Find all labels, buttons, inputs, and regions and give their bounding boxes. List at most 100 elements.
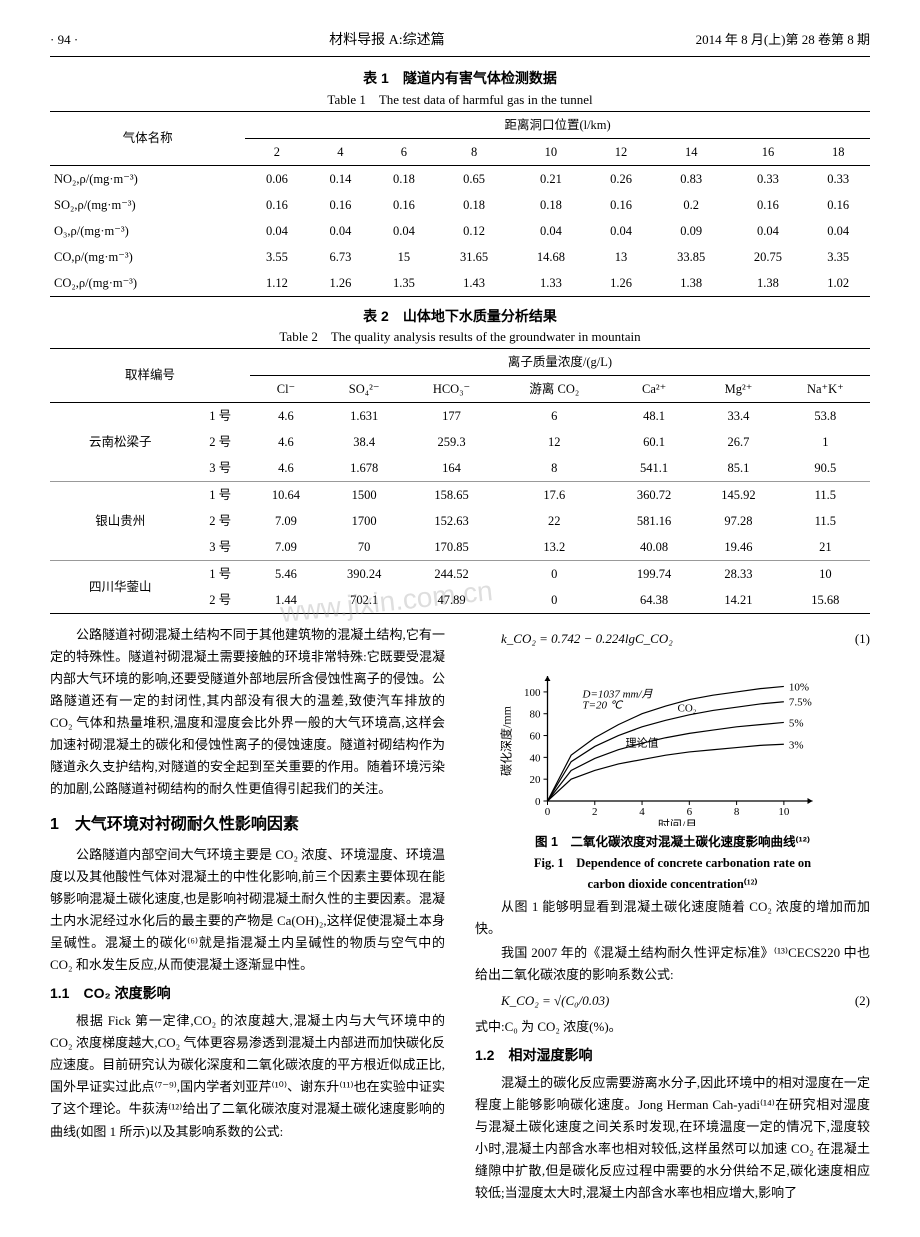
table2-cell: 541.1 bbox=[612, 455, 696, 482]
table2-cell: 85.1 bbox=[696, 455, 780, 482]
body-columns: 公路隧道衬砌混凝土结构不同于其他建筑物的混凝土结构,它有一定的特殊性。隧道衬砌混… bbox=[50, 624, 870, 1207]
svg-text:6: 6 bbox=[687, 806, 693, 818]
table2-sample-id: 3 号 bbox=[190, 534, 250, 561]
table2-cell: 8 bbox=[497, 455, 612, 482]
table2-col: SO₄²⁻ bbox=[322, 375, 406, 402]
table1-col: 18 bbox=[806, 138, 870, 165]
table1-cell: 0.2 bbox=[653, 192, 730, 218]
table2-cell: 10 bbox=[781, 560, 870, 587]
svg-text:时间/月: 时间/月 bbox=[658, 818, 697, 826]
section-1-1-heading: 1.1 CO₂ 浓度影响 bbox=[50, 982, 445, 1006]
table2-col: 游离 CO₂ bbox=[497, 375, 612, 402]
table1-cell: 1.26 bbox=[589, 270, 653, 297]
table1-cell: 0.65 bbox=[436, 165, 513, 192]
para-cecs: 我国 2007 年的《混凝土结构耐久性评定标准》⁽¹³⁾CECS220 中也给出… bbox=[475, 942, 870, 986]
svg-text:8: 8 bbox=[734, 806, 740, 818]
table1-col: 16 bbox=[730, 138, 807, 165]
table2-cell: 7.09 bbox=[250, 508, 322, 534]
table2-cell: 4.6 bbox=[250, 455, 322, 482]
table1-cell: 1.38 bbox=[730, 270, 807, 297]
eq1-body: k_CO₂ = 0.742 − 0.224lgC_CO₂ bbox=[501, 628, 673, 650]
equation-1: k_CO₂ = 0.742 − 0.224lgC_CO₂ (1) bbox=[501, 628, 870, 650]
table1-row-label: CO₂,ρ/(mg·m⁻³) bbox=[50, 270, 245, 297]
table1-cell: 0.04 bbox=[372, 218, 436, 244]
table1-col: 12 bbox=[589, 138, 653, 165]
table2-cell: 12 bbox=[497, 429, 612, 455]
table1-rowlabel: 气体名称 bbox=[50, 111, 245, 165]
table1-cell: 0.16 bbox=[730, 192, 807, 218]
left-column: 公路隧道衬砌混凝土结构不同于其他建筑物的混凝土结构,它有一定的特殊性。隧道衬砌混… bbox=[50, 624, 445, 1207]
table1-col: 2 bbox=[245, 138, 309, 165]
svg-text:T=20 ℃: T=20 ℃ bbox=[583, 699, 624, 711]
table2: 取样编号 离子质量浓度/(g/L) Cl⁻SO₄²⁻HCO₃⁻游离 CO₂Ca²… bbox=[50, 348, 870, 614]
table2-col: Mg²⁺ bbox=[696, 375, 780, 402]
table2-cell: 390.24 bbox=[322, 560, 406, 587]
table1-cell: 0.16 bbox=[589, 192, 653, 218]
table2-cell: 90.5 bbox=[781, 455, 870, 482]
table2-cell: 170.85 bbox=[406, 534, 496, 561]
svg-text:2: 2 bbox=[592, 806, 598, 818]
eq2-note: 式中:C₀ 为 CO₂ 浓度(%)。 bbox=[475, 1016, 870, 1038]
table1-cell: 0.18 bbox=[372, 165, 436, 192]
table1: 气体名称 距离洞口位置(l/km) 24681012141618 NO₂,ρ/(… bbox=[50, 111, 870, 297]
table2-sample-id: 1 号 bbox=[190, 560, 250, 587]
table1-cell: 3.35 bbox=[806, 244, 870, 270]
figure-1-caption-en-2: carbon dioxide concentration⁽¹²⁾ bbox=[475, 874, 870, 895]
table1-cell: 0.16 bbox=[245, 192, 309, 218]
table2-cell: 7.09 bbox=[250, 534, 322, 561]
svg-text:5%: 5% bbox=[789, 717, 804, 729]
table2-cell: 244.52 bbox=[406, 560, 496, 587]
para-fig1: 从图 1 能够明显看到混凝土碳化速度随着 CO₂ 浓度的增加而加快。 bbox=[475, 896, 870, 940]
table1-cell: 1.43 bbox=[436, 270, 513, 297]
table2-cell: 64.38 bbox=[612, 587, 696, 614]
table2-cell: 19.46 bbox=[696, 534, 780, 561]
table1-row-label: CO,ρ/(mg·m⁻³) bbox=[50, 244, 245, 270]
table1-title-zh: 表 1 隧道内有害气体检测数据 bbox=[50, 67, 870, 89]
table2-sample-id: 2 号 bbox=[190, 587, 250, 614]
table1-cell: 3.55 bbox=[245, 244, 309, 270]
para-sec12: 混凝土的碳化反应需要游离水分子,因此环境中的相对湿度在一定程度上能够影响碳化速度… bbox=[475, 1072, 870, 1205]
table2-cell: 60.1 bbox=[612, 429, 696, 455]
table1-cell: 0.06 bbox=[245, 165, 309, 192]
table2-cell: 11.5 bbox=[781, 508, 870, 534]
table1-cell: 0.09 bbox=[653, 218, 730, 244]
table2-sample-id: 3 号 bbox=[190, 455, 250, 482]
table1-col: 6 bbox=[372, 138, 436, 165]
section-1-2-heading: 1.2 相对湿度影响 bbox=[475, 1044, 870, 1068]
table1-cell: 0.33 bbox=[806, 165, 870, 192]
eq1-number: (1) bbox=[855, 628, 870, 650]
figure-1-chart: 024681002040608010010%7.5%5%3%时间/月碳化深度/m… bbox=[475, 656, 870, 826]
table2-group: 云南松梁子 bbox=[50, 402, 190, 481]
table1-cell: 0.12 bbox=[436, 218, 513, 244]
table2-cell: 97.28 bbox=[696, 508, 780, 534]
svg-text:100: 100 bbox=[524, 687, 541, 699]
table1-cell: 1.35 bbox=[372, 270, 436, 297]
figure-1-caption-en-1: Fig. 1 Dependence of concrete carbonatio… bbox=[475, 853, 870, 874]
svg-text:20: 20 bbox=[530, 774, 542, 786]
table1-cell: 0.04 bbox=[730, 218, 807, 244]
table1-cell: 0.18 bbox=[512, 192, 589, 218]
table2-sample-id: 2 号 bbox=[190, 429, 250, 455]
table2-cell: 158.65 bbox=[406, 481, 496, 508]
table1-cell: 1.12 bbox=[245, 270, 309, 297]
table2-cell: 53.8 bbox=[781, 402, 870, 429]
table1-cell: 0.83 bbox=[653, 165, 730, 192]
table2-cell: 4.6 bbox=[250, 429, 322, 455]
table2-cell: 11.5 bbox=[781, 481, 870, 508]
table2-cell: 48.1 bbox=[612, 402, 696, 429]
table2-cell: 28.33 bbox=[696, 560, 780, 587]
table2-cell: 22 bbox=[497, 508, 612, 534]
table1-cell: 0.18 bbox=[436, 192, 513, 218]
svg-text:理论值: 理论值 bbox=[626, 735, 659, 749]
table1-cell: 0.04 bbox=[589, 218, 653, 244]
table2-cell: 47.89 bbox=[406, 587, 496, 614]
issue-date: 2014 年 8 月(上)第 28 卷第 8 期 bbox=[696, 30, 870, 52]
table2-sample-id: 1 号 bbox=[190, 481, 250, 508]
table1-cell: 0.16 bbox=[372, 192, 436, 218]
table1-cell: 0.04 bbox=[806, 218, 870, 244]
table2-cell: 199.74 bbox=[612, 560, 696, 587]
table2-cell: 10.64 bbox=[250, 481, 322, 508]
table1-cell: 0.04 bbox=[512, 218, 589, 244]
section-1-heading: 1 大气环境对衬砌耐久性影响因素 bbox=[50, 811, 445, 838]
table2-cell: 6 bbox=[497, 402, 612, 429]
